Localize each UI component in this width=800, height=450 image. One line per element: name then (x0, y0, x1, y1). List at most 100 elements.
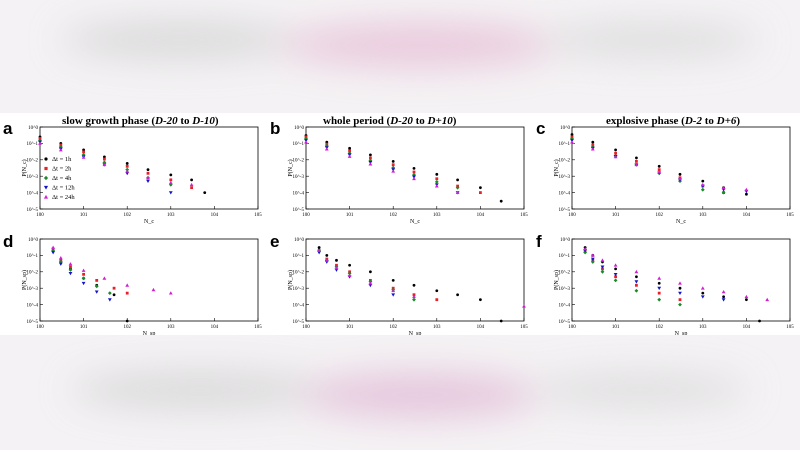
x-axis-label: N_c (144, 219, 154, 225)
panel-letter-d: d (3, 232, 14, 251)
data-point (744, 187, 749, 192)
data-point (701, 179, 705, 183)
data-point (613, 272, 618, 277)
y-tick-label: 10^-1 (558, 142, 570, 147)
data-point (455, 185, 460, 190)
data-point (721, 188, 726, 192)
plot-frame-a (39, 126, 259, 210)
x-axis-label: N_c (410, 219, 420, 225)
data-point (678, 172, 682, 176)
data-point (102, 160, 107, 165)
data-point (324, 144, 329, 148)
x-tick-label: 100 (302, 213, 310, 218)
data-point (348, 149, 351, 153)
data-point (347, 273, 352, 277)
x-tick-label: 101 (346, 213, 354, 218)
data-point (657, 286, 662, 291)
y-tick-label: 10^-2 (292, 159, 304, 164)
data-point (412, 170, 416, 174)
data-point (657, 168, 661, 172)
data-point (107, 298, 112, 302)
data-point (38, 141, 42, 145)
x-tick-label: 102 (389, 325, 397, 330)
legend-label: Δt = 2h (52, 166, 72, 173)
column-title-whole-period: whole period (D-20 to D+10) (323, 115, 457, 127)
x-tick-label: 100 (568, 213, 576, 218)
data-point (412, 293, 416, 297)
data-point (94, 290, 99, 294)
data-point (125, 319, 129, 323)
data-point (613, 155, 618, 159)
data-point (722, 295, 726, 299)
data-point (600, 265, 605, 269)
x-tick-label: 104 (743, 325, 751, 330)
x-tick-label: 102 (655, 213, 663, 218)
data-point (765, 297, 770, 302)
data-point (700, 295, 705, 299)
x-tick-label: 104 (211, 213, 219, 218)
y-tick-label: 10^-5 (26, 320, 38, 325)
data-point (102, 162, 107, 167)
data-point (68, 268, 73, 272)
data-point (168, 180, 173, 185)
figure-panel: slow growth phase (D-20 to D-10) whole p… (0, 113, 800, 335)
data-point (614, 151, 617, 155)
data-point (81, 276, 86, 281)
data-point (412, 297, 416, 302)
data-point (325, 254, 329, 257)
y-tick-label: 10^0 (560, 126, 570, 131)
data-point (146, 168, 150, 172)
data-point (94, 284, 99, 289)
x-tick-label: 100 (36, 213, 44, 218)
data-point (745, 192, 748, 196)
data-point (317, 246, 321, 249)
panel-letter-b: b (270, 119, 281, 138)
data-point (348, 146, 351, 150)
x-tick-label: 102 (655, 325, 663, 330)
y-axis-label: P(N_c) (287, 159, 294, 176)
data-point (391, 163, 395, 167)
y-tick-label: 10^0 (28, 126, 38, 131)
data-point (590, 147, 595, 151)
data-point (635, 283, 638, 287)
data-point (435, 289, 439, 293)
x-tick-label: 103 (699, 325, 707, 330)
y-tick-label: 10^-3 (558, 175, 570, 180)
data-point (455, 190, 460, 194)
data-point (744, 294, 749, 299)
x-tick-label: 103 (167, 213, 175, 218)
panel-letter-f: f (536, 232, 542, 251)
y-tick-label: 10^-3 (558, 287, 570, 292)
data-point (678, 281, 682, 285)
data-point (324, 258, 329, 262)
data-point (600, 269, 605, 274)
y-tick-label: 10^-4 (292, 303, 304, 308)
data-point (479, 298, 482, 302)
data-point (169, 173, 173, 177)
column-title-explosive-phase: explosive phase (D-2 to D+6) (606, 115, 741, 127)
data-point (391, 278, 395, 282)
legend-label: Δt = 12h (52, 185, 75, 192)
x-tick-label: 105 (254, 213, 262, 218)
x-tick-label: 100 (36, 325, 44, 330)
data-point (678, 291, 682, 296)
data-point (189, 182, 194, 187)
data-point (412, 176, 416, 181)
data-point (82, 272, 85, 276)
data-point (634, 162, 639, 167)
data-point (745, 298, 748, 302)
x-tick-label: 100 (568, 325, 576, 330)
data-point (678, 302, 682, 307)
data-point (583, 246, 588, 251)
x-tick-label: 101 (612, 213, 620, 218)
data-point (51, 248, 56, 253)
y-tick-label: 10^-2 (26, 159, 38, 164)
column-title-slow-growth: slow growth phase (D-20 to D-10) (62, 115, 219, 127)
data-point (634, 288, 639, 293)
data-point (456, 178, 460, 182)
x-tick-label: 105 (520, 325, 528, 330)
data-point (125, 283, 130, 287)
data-point (168, 182, 173, 187)
data-point (146, 179, 150, 184)
data-point (68, 262, 73, 266)
